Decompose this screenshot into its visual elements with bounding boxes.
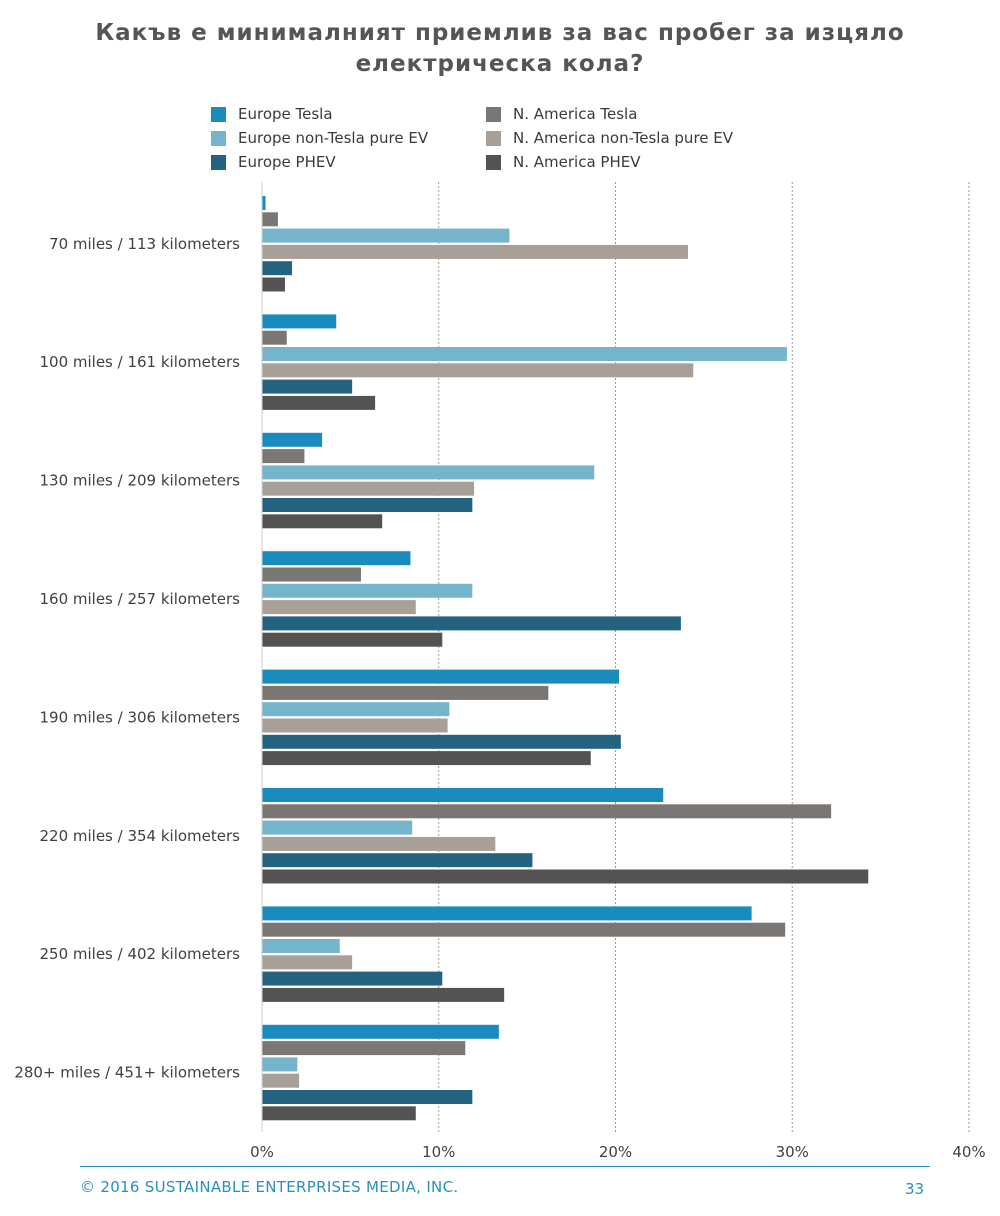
legend-label: Europe non-Tesla pure EV [238, 129, 429, 147]
bar [262, 347, 787, 361]
bar [262, 330, 287, 345]
chart-title-line-2: електрическа кола? [355, 51, 645, 77]
bar [262, 1057, 298, 1072]
bar [262, 788, 664, 802]
chart-title-line-1: Какъв е минималният приемлив за вас проб… [95, 20, 905, 46]
copyright-text: © 2016 SUSTAINABLE ENTERPRISES MEDIA, IN… [80, 1178, 459, 1196]
bar [262, 922, 786, 937]
bar [262, 514, 383, 529]
bar [262, 751, 591, 766]
page-number: 33 [905, 1180, 925, 1198]
category-label: 190 miles / 306 kilometers [39, 708, 240, 726]
bar [262, 277, 285, 292]
bar [262, 906, 752, 921]
bar [262, 583, 473, 598]
legend-swatch [211, 154, 226, 170]
legend-item-europe-tesla: Europe Tesla [211, 104, 333, 124]
category-label: 280+ miles / 451+ kilometers [14, 1064, 240, 1082]
bar [262, 853, 533, 868]
category-label: 100 miles / 161 kilometers [39, 353, 240, 371]
bar [262, 212, 278, 227]
x-tick-label: 20% [599, 1143, 632, 1161]
bar [262, 261, 293, 276]
bar [262, 702, 450, 717]
category-label: 220 miles / 354 kilometers [39, 827, 240, 845]
x-tick-label: 0% [250, 1143, 274, 1161]
bar [262, 498, 473, 512]
bar [262, 632, 443, 647]
bar [262, 600, 416, 615]
footer-divider [80, 1166, 930, 1167]
bar [262, 244, 688, 259]
legend-swatch [486, 130, 501, 146]
legend-label: N. America non-Tesla pure EV [513, 129, 734, 147]
legend-item-europe-non-tesla: Europe non-Tesla pure EV [211, 128, 428, 148]
category-label: 250 miles / 402 kilometers [39, 945, 240, 963]
chart-legend: Europe Tesla Europe non-Tesla pure EV Eu… [211, 104, 771, 176]
bar [262, 1106, 416, 1121]
x-tick-label: 30% [776, 1143, 809, 1161]
legend-label: Europe Tesla [238, 105, 333, 123]
bar [262, 379, 353, 394]
bar [262, 196, 266, 210]
bar [262, 1041, 466, 1056]
bar [262, 971, 443, 986]
bar [262, 804, 832, 819]
legend-swatch [486, 154, 501, 170]
legend-label: N. America Tesla [513, 105, 638, 123]
x-tick-label: 40% [952, 1143, 985, 1161]
legend-swatch [211, 130, 226, 146]
category-label: 70 miles / 113 kilometers [49, 235, 240, 253]
legend-item-na-phev: N. America PHEV [486, 152, 640, 172]
legend-item-na-non-tesla: N. America non-Tesla pure EV [486, 128, 733, 148]
bar [262, 551, 411, 566]
bar [262, 449, 305, 464]
bar [262, 228, 510, 243]
bar [262, 987, 505, 1002]
legend-swatch [211, 106, 226, 122]
bar [262, 432, 323, 447]
bar [262, 869, 869, 884]
bar [262, 314, 337, 329]
bar [262, 669, 620, 684]
legend-swatch [486, 106, 501, 122]
x-tick-label: 10% [422, 1143, 455, 1161]
bar [262, 718, 448, 733]
bar [262, 1024, 499, 1039]
legend-label: Europe PHEV [238, 153, 336, 171]
legend-label: N. America PHEV [513, 153, 641, 171]
legend-item-na-tesla: N. America Tesla [486, 104, 637, 124]
chart-title: Какъв е минималният приемлив за вас проб… [60, 18, 940, 80]
bar [262, 567, 361, 582]
category-label: 160 miles / 257 kilometers [39, 590, 240, 608]
bar [262, 481, 475, 496]
bar [262, 820, 413, 835]
bar [262, 465, 595, 480]
bar [262, 939, 340, 953]
bar [262, 685, 549, 700]
bar [262, 955, 353, 970]
bar [262, 395, 376, 410]
bar [262, 1073, 300, 1088]
bar [262, 734, 621, 749]
bar [262, 1090, 473, 1104]
bar [262, 363, 694, 378]
category-label: 130 miles / 209 kilometers [39, 472, 240, 490]
bar [262, 616, 681, 631]
legend-item-europe-phev: Europe PHEV [211, 152, 336, 172]
bar [262, 836, 496, 851]
